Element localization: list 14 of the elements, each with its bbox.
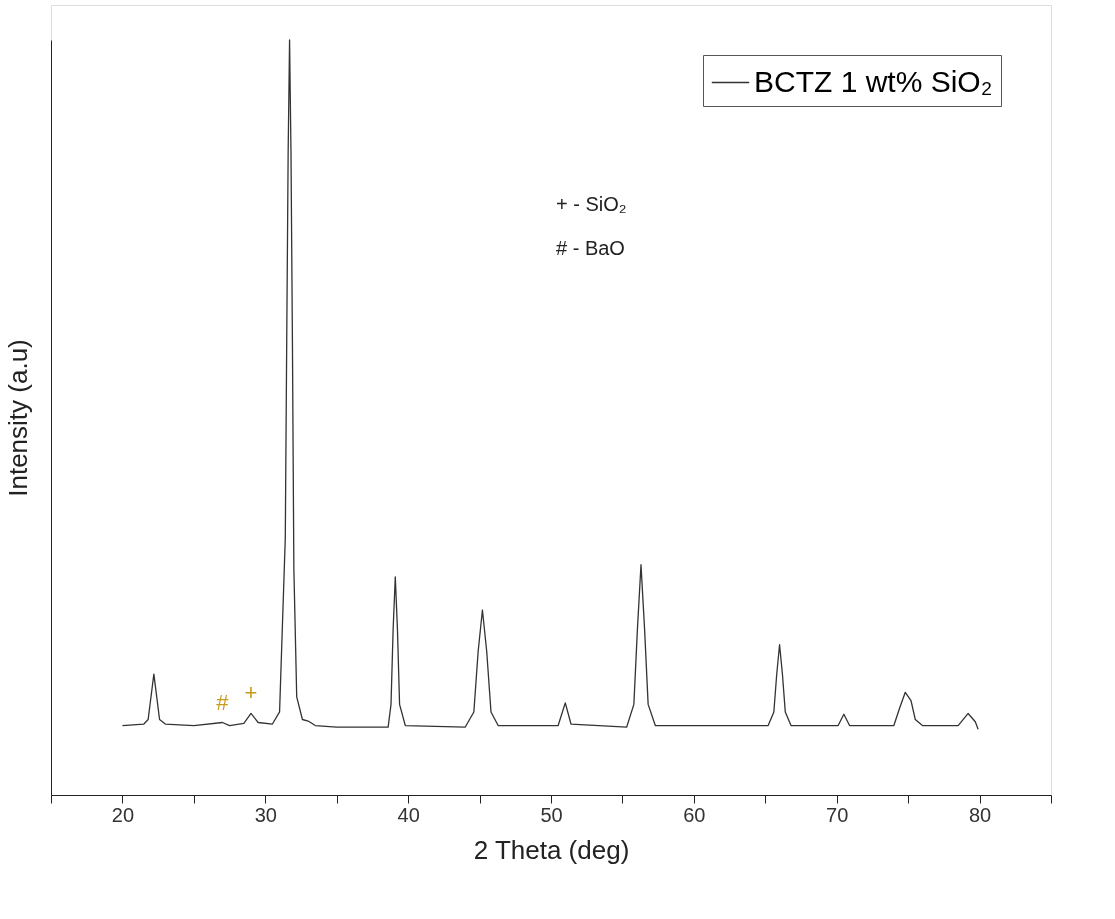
annotation: + (244, 680, 258, 706)
annotation: # (216, 689, 230, 715)
annotation: + - SiO₂ (556, 193, 627, 215)
x-tick-label: 80 (968, 803, 992, 826)
legend-label: BCTZ 1 wt% SiO₂ (754, 64, 993, 98)
x-tick-label: 50 (540, 803, 563, 826)
x-tick-label: 30 (254, 803, 277, 826)
y-axis-title: Intensity (a.u) (2, 339, 33, 497)
x-tick-label: 40 (397, 803, 420, 826)
x-tick-label: 20 (111, 803, 135, 826)
x-tick-label: 70 (826, 803, 849, 826)
annotation: # - BaO (556, 237, 625, 259)
x-axis-title: 2 Theta (deg) (473, 834, 630, 865)
x-tick-label: 60 (683, 803, 706, 826)
